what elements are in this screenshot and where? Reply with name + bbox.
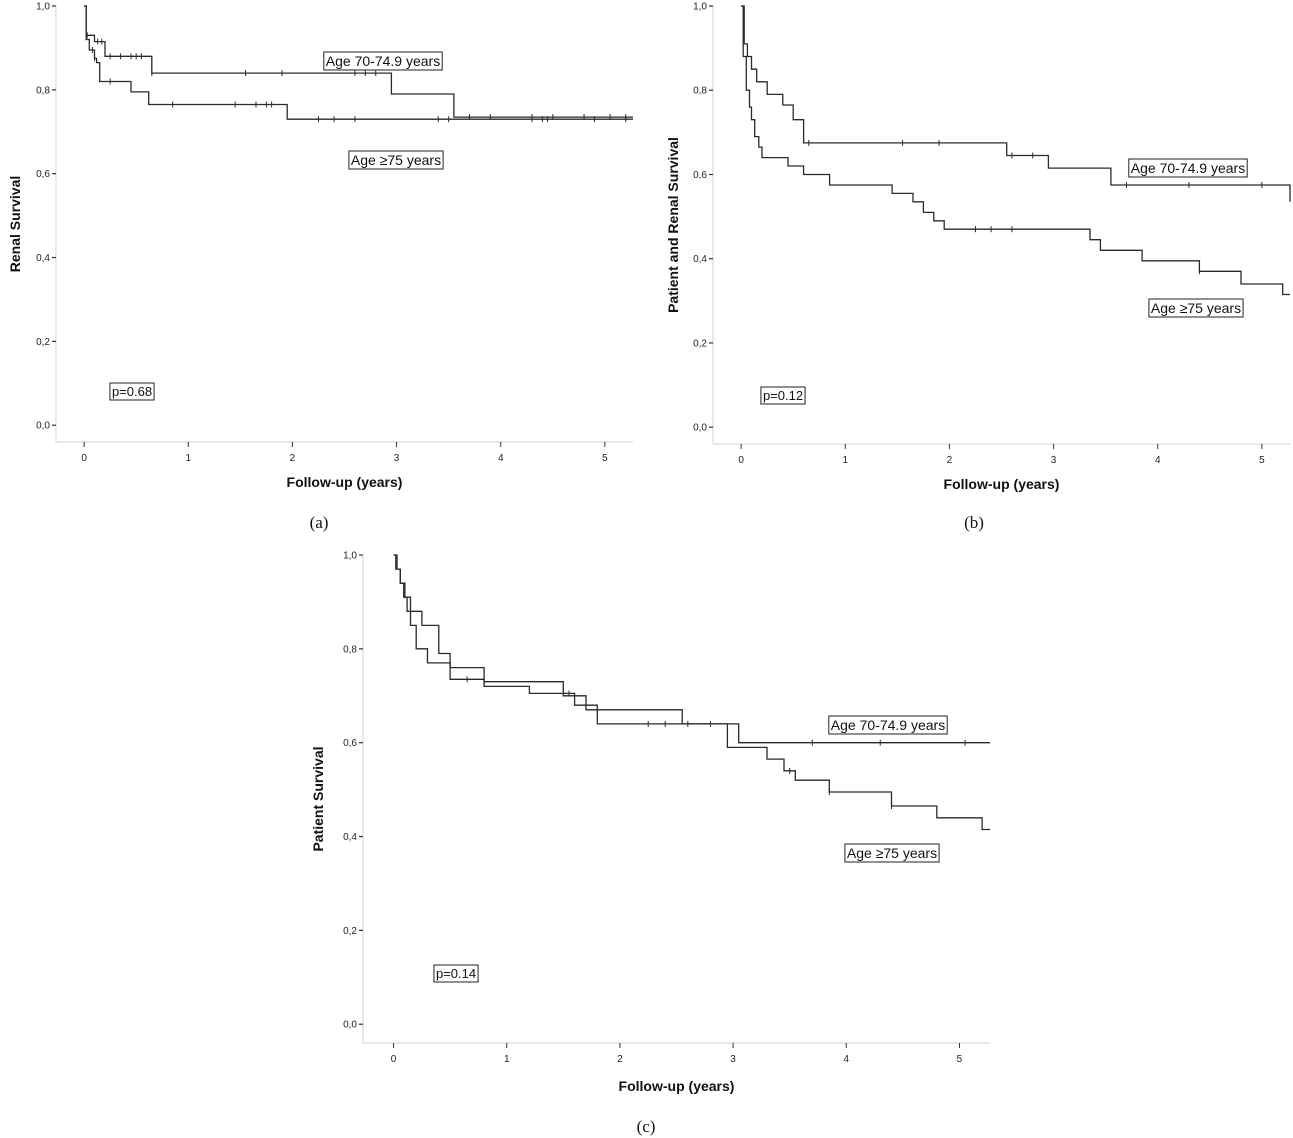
x-tick-label: 0 [391,1054,397,1065]
x-tick-label: 5 [957,1054,963,1065]
x-tick-label: 2 [617,1054,623,1065]
x-tick-label: 4 [1155,455,1161,466]
x-tick-label: 1 [504,1054,510,1065]
y-tick-label: 0,0 [693,423,707,434]
y-tick-label: 0,8 [36,85,50,96]
series-label-box [828,715,948,735]
x-axis-title: Follow-up (years) [287,474,403,490]
x-tick-label: 4 [498,453,504,464]
p-value-box [760,386,806,405]
y-axis-title: Patient Survival [310,746,326,851]
chart-panel-3: 0,0 0,2 0,4 0,6 0,8 1,0 0 1 2 3 4 5 Follow-up (years… [310,551,990,1136]
chart-panel-1: 0,0 0,2 0,4 0,6 0,8 1,0 0 1 2 3 4 5 Follow-up (years… [7,2,633,532]
p-value-label: p=0.12 [763,388,803,403]
x-tick-label: 3 [730,1054,736,1065]
y-tick-label: 0,2 [693,338,707,349]
x-tick-label: 1 [842,455,848,466]
series-label-age-70-74: Age 70-74.9 years [1131,160,1245,176]
survival-curve-age-70-74 [393,554,990,744]
x-tick-label: 5 [1259,455,1265,466]
series-label-age-70-74: Age 70-74.9 years [831,717,945,733]
x-tick-label: 2 [290,453,296,464]
series-label-age-75-plus: Age ≥75 years [1151,300,1241,316]
y-tick-label: 1,0 [693,2,707,13]
survival-curve-age-75-plus [741,5,1290,296]
survival-curve-age-75-plus [393,554,990,831]
x-tick-label: 3 [1051,455,1057,466]
y-tick-label: 0,4 [693,254,707,265]
p-value-label: p=0.14 [436,966,476,981]
y-axis-title: Patient and Renal Survival [665,137,681,313]
x-axis-title: Follow-up (years) [944,476,1060,492]
series-label-box [348,150,444,170]
y-tick-label: 0,0 [343,1020,357,1031]
series-label-box [1148,298,1244,318]
x-tick-label: 0 [738,455,744,466]
x-tick-label: 2 [947,455,953,466]
series-label-box [1128,158,1248,178]
y-tick-label: 0,8 [693,86,707,97]
x-tick-label: 4 [843,1054,849,1065]
x-tick-label: 1 [185,453,191,464]
y-tick-label: 0,6 [693,170,707,181]
y-tick-label: 1,0 [343,551,357,562]
p-value-box [433,964,479,983]
y-tick-label: 1,0 [36,2,50,13]
panel-caption: (a) [310,513,329,532]
y-tick-label: 0,6 [343,738,357,749]
y-tick-label: 0,0 [36,421,50,432]
p-value-label: p=0.68 [112,384,152,399]
x-tick-label: 3 [394,453,400,464]
panel-caption: (b) [964,513,984,532]
survival-curve-age-75-plus [84,5,633,120]
y-tick-label: 0,2 [36,337,50,348]
y-tick-label: 0,4 [36,253,50,264]
series-label-box [323,51,443,71]
y-tick-label: 0,4 [343,832,357,843]
series-label-age-70-74: Age 70-74.9 years [326,53,440,69]
series-label-age-75-plus: Age ≥75 years [351,152,441,168]
x-axis-title: Follow-up (years) [619,1078,735,1094]
y-axis-title: Renal Survival [7,176,23,273]
panel-caption: (c) [637,1117,656,1136]
p-value-box [109,382,155,401]
x-tick-label: 0 [81,453,87,464]
survival-curve-age-70-74 [741,5,1291,202]
y-tick-label: 0,6 [36,169,50,180]
series-label-age-75-plus: Age ≥75 years [847,845,937,861]
y-tick-label: 0,2 [343,926,357,937]
y-tick-label: 0,8 [343,644,357,655]
series-label-box [844,843,940,863]
chart-panel-2: 0,0 0,2 0,4 0,6 0,8 1,0 0 1 2 3 4 5 Follow-up (years… [665,2,1291,532]
x-tick-label: 5 [602,453,608,464]
